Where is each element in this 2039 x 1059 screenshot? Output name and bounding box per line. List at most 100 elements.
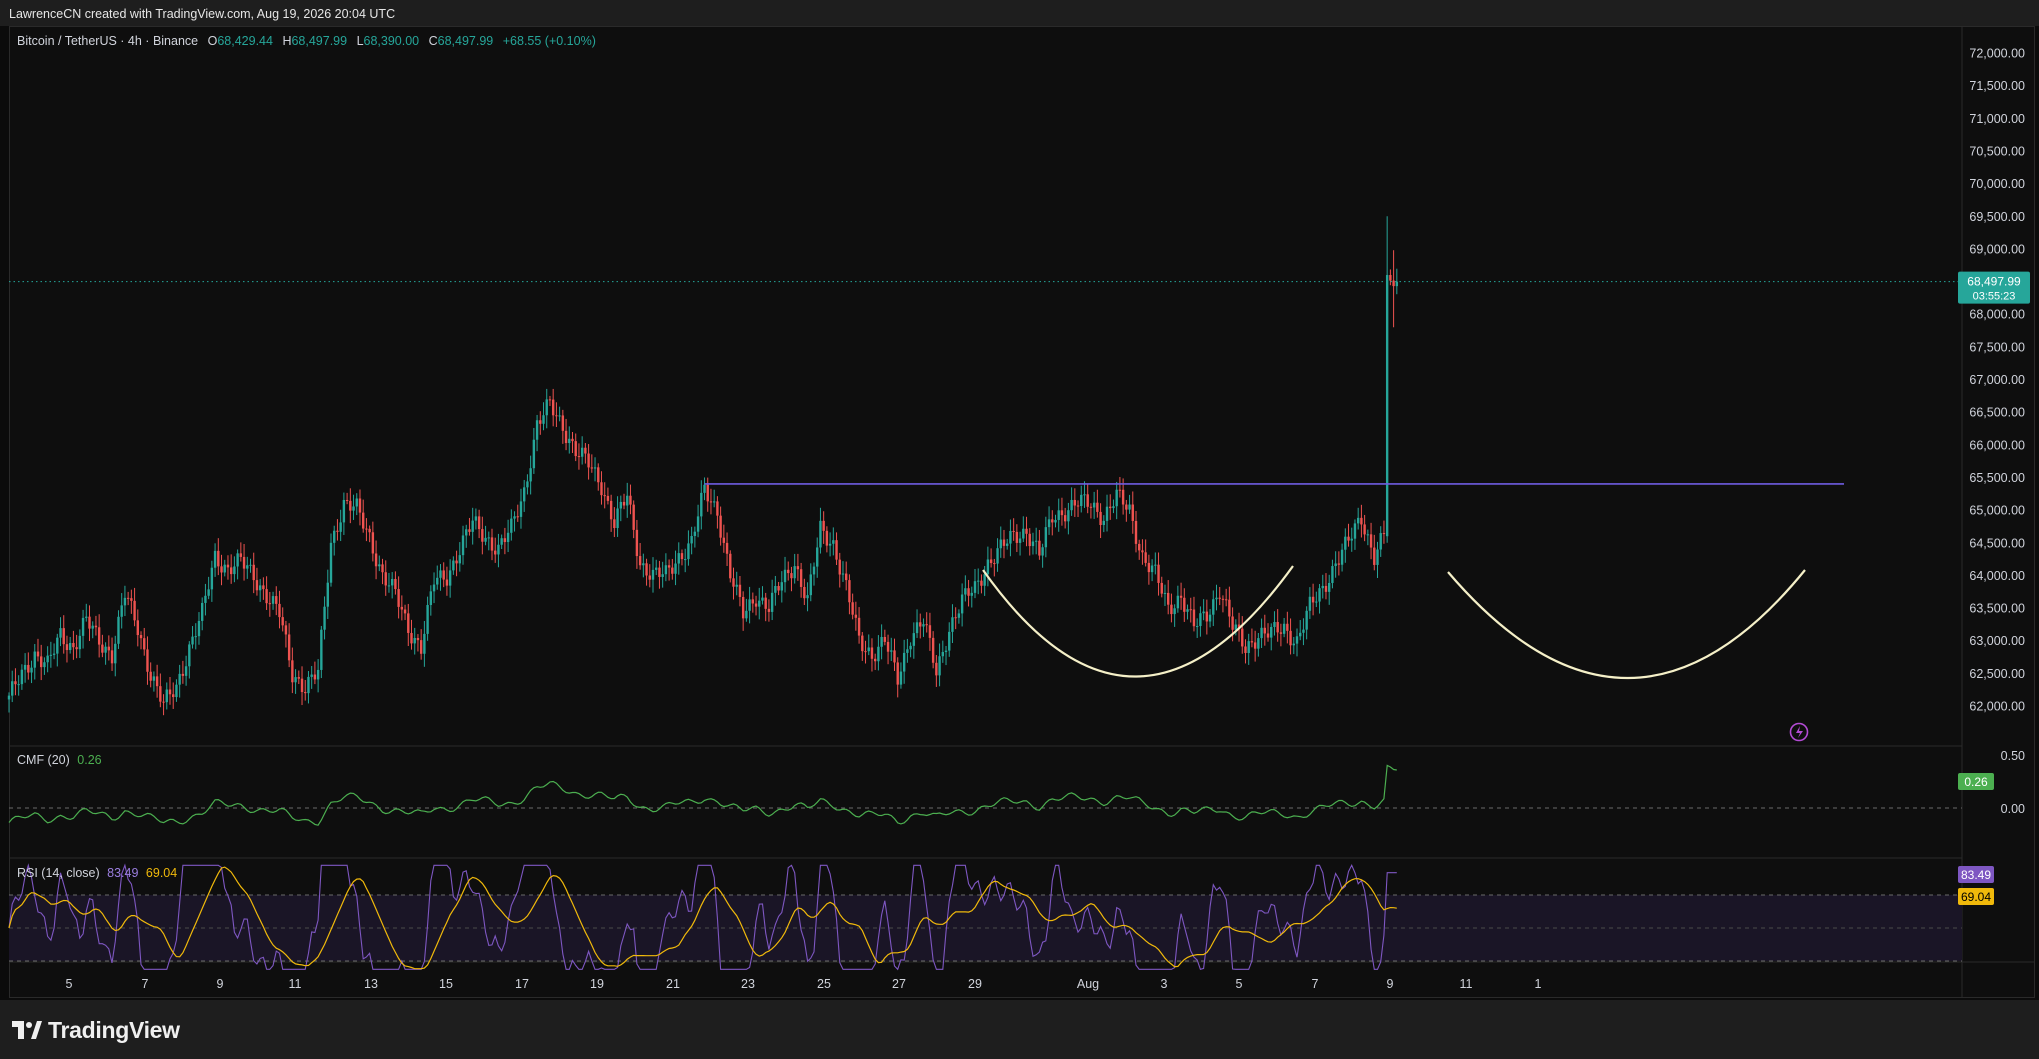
candle-body xyxy=(1279,632,1283,634)
candle-body xyxy=(20,669,24,685)
price-tick-label: 71,000.00 xyxy=(1969,112,2025,126)
time-tick-label: 11 xyxy=(1460,977,1473,991)
candle-body xyxy=(1144,552,1147,563)
price-tick-label: 70,000.00 xyxy=(1969,177,2025,191)
candle-body xyxy=(14,681,17,685)
candle-body xyxy=(316,669,320,680)
candle-body xyxy=(986,559,990,575)
candle-body xyxy=(201,602,204,621)
price-chart[interactable]: 72,000.00 71,500.00 71,000.00 70,500.00 70,0… xyxy=(0,0,2039,1000)
cmf-line xyxy=(8,764,1397,826)
candle-body xyxy=(497,544,500,555)
candle-body xyxy=(890,650,893,652)
time-tick-label: 5 xyxy=(1236,977,1243,991)
candle-body xyxy=(667,565,671,568)
time-tick-label: 7 xyxy=(142,977,149,991)
time-tick-label: 19 xyxy=(590,977,604,991)
candle-body xyxy=(1318,588,1321,602)
candle-body xyxy=(510,518,513,533)
candle-body xyxy=(597,467,600,483)
candle-body xyxy=(677,553,680,564)
price-tick-label: 67,000.00 xyxy=(1969,373,2025,387)
candle-body xyxy=(1308,596,1312,611)
candle-body xyxy=(407,613,410,633)
candle-body xyxy=(1366,534,1370,536)
candle-body xyxy=(1163,592,1167,594)
candle-body xyxy=(828,543,832,546)
candle-body xyxy=(91,625,94,629)
candle-body xyxy=(919,622,922,627)
candle-body xyxy=(46,655,49,663)
candle-body xyxy=(149,671,152,681)
candle-body xyxy=(461,535,465,556)
candle-body xyxy=(590,467,594,469)
candle-body xyxy=(938,656,941,676)
price-tick-label: 64,500.00 xyxy=(1969,536,2025,550)
candle-body xyxy=(194,636,197,638)
candle-body xyxy=(1076,505,1080,507)
candle-body xyxy=(709,501,713,503)
candle-body xyxy=(197,620,201,637)
candle-body xyxy=(751,599,755,604)
cmf-tag-value: 0.26 xyxy=(1964,775,1988,789)
candle-body xyxy=(684,559,687,561)
price-tick-label: 65,000.00 xyxy=(1969,504,2025,518)
candle-body xyxy=(387,585,391,587)
rsi-ma-line xyxy=(8,866,1397,970)
candle-body xyxy=(146,649,149,672)
candle-body xyxy=(954,617,957,619)
attribution-text: LawrenceCN created with TradingView.com,… xyxy=(9,7,396,21)
price-tick-label: 66,500.00 xyxy=(1969,406,2025,420)
candle-body xyxy=(1105,506,1109,521)
candle-body xyxy=(580,447,584,457)
candle-body xyxy=(11,681,14,696)
candle-body xyxy=(909,645,912,650)
candle-body xyxy=(758,600,761,607)
candle-body xyxy=(1289,630,1292,646)
candle-body xyxy=(1067,510,1070,522)
candle-body xyxy=(1034,540,1038,542)
candle-body xyxy=(893,650,896,663)
candle-body xyxy=(1018,538,1022,543)
candle-body xyxy=(465,529,468,536)
candle-body xyxy=(1070,499,1073,511)
candle-body xyxy=(490,537,494,551)
candle-body xyxy=(1389,275,1392,281)
candle-body xyxy=(1234,624,1238,630)
candle-body xyxy=(745,610,748,619)
candle-body xyxy=(294,677,297,683)
candle-body xyxy=(761,597,764,601)
candle-body xyxy=(1392,280,1395,287)
candle-body xyxy=(43,662,46,668)
candle-body xyxy=(1141,550,1144,553)
candle-body xyxy=(85,616,88,618)
candle-body xyxy=(1089,506,1093,508)
cmf-legend: CMF (20) 0.26 xyxy=(17,753,102,767)
candle-body xyxy=(1015,531,1019,543)
candle-body xyxy=(770,592,774,612)
candle-body xyxy=(1173,608,1176,615)
close-label: C xyxy=(428,34,438,48)
time-tick-label: 21 xyxy=(666,977,680,991)
candle-body xyxy=(577,456,581,458)
rsi-ma-tag xyxy=(1958,888,1994,905)
candle-body xyxy=(873,658,877,662)
candle-body xyxy=(935,662,938,676)
candle-body xyxy=(674,563,677,574)
candle-body xyxy=(825,530,829,546)
tradingview-logo[interactable]: TradingView xyxy=(12,1016,180,1044)
candle-body xyxy=(320,629,323,670)
candle-body xyxy=(345,499,349,501)
candle-body xyxy=(841,573,845,575)
candle-body xyxy=(226,564,230,568)
candle-body xyxy=(632,504,635,530)
candle-body xyxy=(664,565,668,575)
candle-body xyxy=(336,530,339,532)
candle-body xyxy=(130,598,133,601)
top-bar: LawrenceCN created with TradingView.com,… xyxy=(0,0,2039,26)
candle-body xyxy=(223,564,226,573)
high-value: 68,497.99 xyxy=(291,34,348,48)
candle-body xyxy=(970,592,973,596)
candle-body xyxy=(635,529,639,557)
candle-body xyxy=(1134,520,1138,544)
